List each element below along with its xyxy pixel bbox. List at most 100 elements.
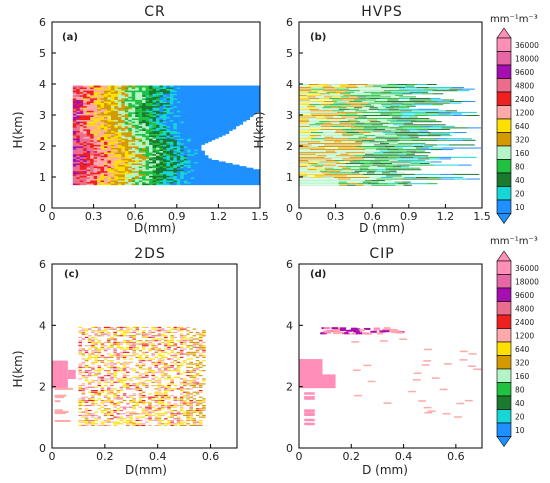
heat-cell xyxy=(386,149,399,151)
heat-cell xyxy=(86,104,91,107)
heat-cell xyxy=(107,130,112,133)
heat-cell xyxy=(162,138,167,141)
heat-cell xyxy=(195,403,200,405)
heat-cell xyxy=(412,139,426,141)
heat-cell xyxy=(132,376,136,378)
heat-cell xyxy=(183,125,188,128)
heat-cell xyxy=(104,152,108,155)
heat-cell xyxy=(403,184,412,186)
heat-cell xyxy=(299,116,308,118)
heat-cell xyxy=(202,406,206,408)
heat-cell xyxy=(157,406,162,408)
heat-cell xyxy=(381,172,390,174)
heat-cell xyxy=(176,423,181,425)
heat-cell xyxy=(180,90,185,93)
heat-cell xyxy=(145,383,149,385)
heat-cell xyxy=(337,111,351,113)
heat-cell xyxy=(149,97,153,100)
heat-cell xyxy=(94,423,98,425)
heat-cell xyxy=(359,90,373,92)
heat-cell xyxy=(214,177,219,179)
heat-cell xyxy=(149,161,153,164)
heat-cell xyxy=(173,166,178,169)
heat-cell xyxy=(121,88,126,91)
heat-cell xyxy=(395,184,404,186)
heat-cell xyxy=(94,411,98,413)
heat-cell xyxy=(208,125,212,128)
heat-cell xyxy=(159,132,164,134)
heat-cell xyxy=(162,141,167,144)
heat-cell xyxy=(100,152,105,155)
heat-cell xyxy=(194,116,198,119)
heat-cell xyxy=(93,163,98,165)
heat-cell xyxy=(97,139,101,142)
heat-cell xyxy=(110,183,115,186)
heat-cell xyxy=(201,87,205,90)
heat-cell xyxy=(204,161,209,164)
heat-cell xyxy=(104,118,108,121)
heat-cell xyxy=(221,115,226,117)
heat-cell xyxy=(149,170,153,173)
heat-cell xyxy=(117,87,122,90)
heat-cell xyxy=(110,147,115,150)
heat-cell xyxy=(225,180,230,183)
heat-cell xyxy=(94,375,98,377)
heat-cell xyxy=(104,164,108,167)
heat-cell xyxy=(204,91,209,94)
heat-cell xyxy=(192,381,197,383)
heat-cell xyxy=(149,141,153,144)
heat-cell xyxy=(167,368,171,370)
heat-cell xyxy=(190,105,195,108)
heat-cell xyxy=(186,398,190,400)
heat-cell xyxy=(121,141,126,144)
heat-cell xyxy=(106,414,111,417)
heat-cell xyxy=(208,113,212,116)
heat-cell xyxy=(131,115,136,117)
heat-cell xyxy=(149,99,153,102)
heat-cell xyxy=(159,150,164,153)
heat-cell xyxy=(162,102,167,105)
heat-cell xyxy=(221,87,226,90)
heat-cell xyxy=(361,166,370,168)
heat-cell xyxy=(192,376,197,378)
heat-cell xyxy=(138,138,143,141)
heat-cell xyxy=(249,94,254,97)
heat-cell xyxy=(183,388,187,390)
heat-cell xyxy=(114,87,119,90)
heat-cell xyxy=(110,133,115,136)
heat-cell xyxy=(305,170,314,172)
heat-cell xyxy=(86,122,91,125)
heat-cell xyxy=(192,411,197,413)
heat-cell xyxy=(142,115,146,117)
heat-cell xyxy=(124,87,129,90)
heat-cell xyxy=(157,386,162,388)
heat-cell xyxy=(183,135,188,138)
heat-cell xyxy=(104,183,108,186)
heat-cell xyxy=(149,153,153,156)
heat-cell xyxy=(201,133,205,136)
heat-cell xyxy=(114,175,119,178)
heat-cell xyxy=(432,125,444,127)
heat-cell xyxy=(201,150,205,153)
heat-cell xyxy=(114,147,119,150)
heat-cell xyxy=(394,181,403,183)
heat-cell xyxy=(114,91,119,94)
heat-cell xyxy=(97,138,101,141)
heat-cell xyxy=(194,122,198,125)
heat-cell xyxy=(402,178,416,180)
heat-cell xyxy=(131,97,136,100)
heat-cell xyxy=(336,163,346,165)
heat-cell xyxy=(169,122,174,125)
heat-cell xyxy=(197,124,202,127)
heat-cell xyxy=(97,111,101,114)
heat-cell xyxy=(149,175,153,178)
heat-cell xyxy=(131,128,136,131)
heat-cell xyxy=(183,424,187,427)
heat-cell xyxy=(145,180,150,183)
heat-cell xyxy=(142,127,146,130)
heat-cell xyxy=(365,146,376,147)
heat-cell xyxy=(121,107,126,110)
heat-cell xyxy=(162,118,167,121)
heat-cell xyxy=(371,104,382,106)
heat-cell xyxy=(162,133,167,136)
